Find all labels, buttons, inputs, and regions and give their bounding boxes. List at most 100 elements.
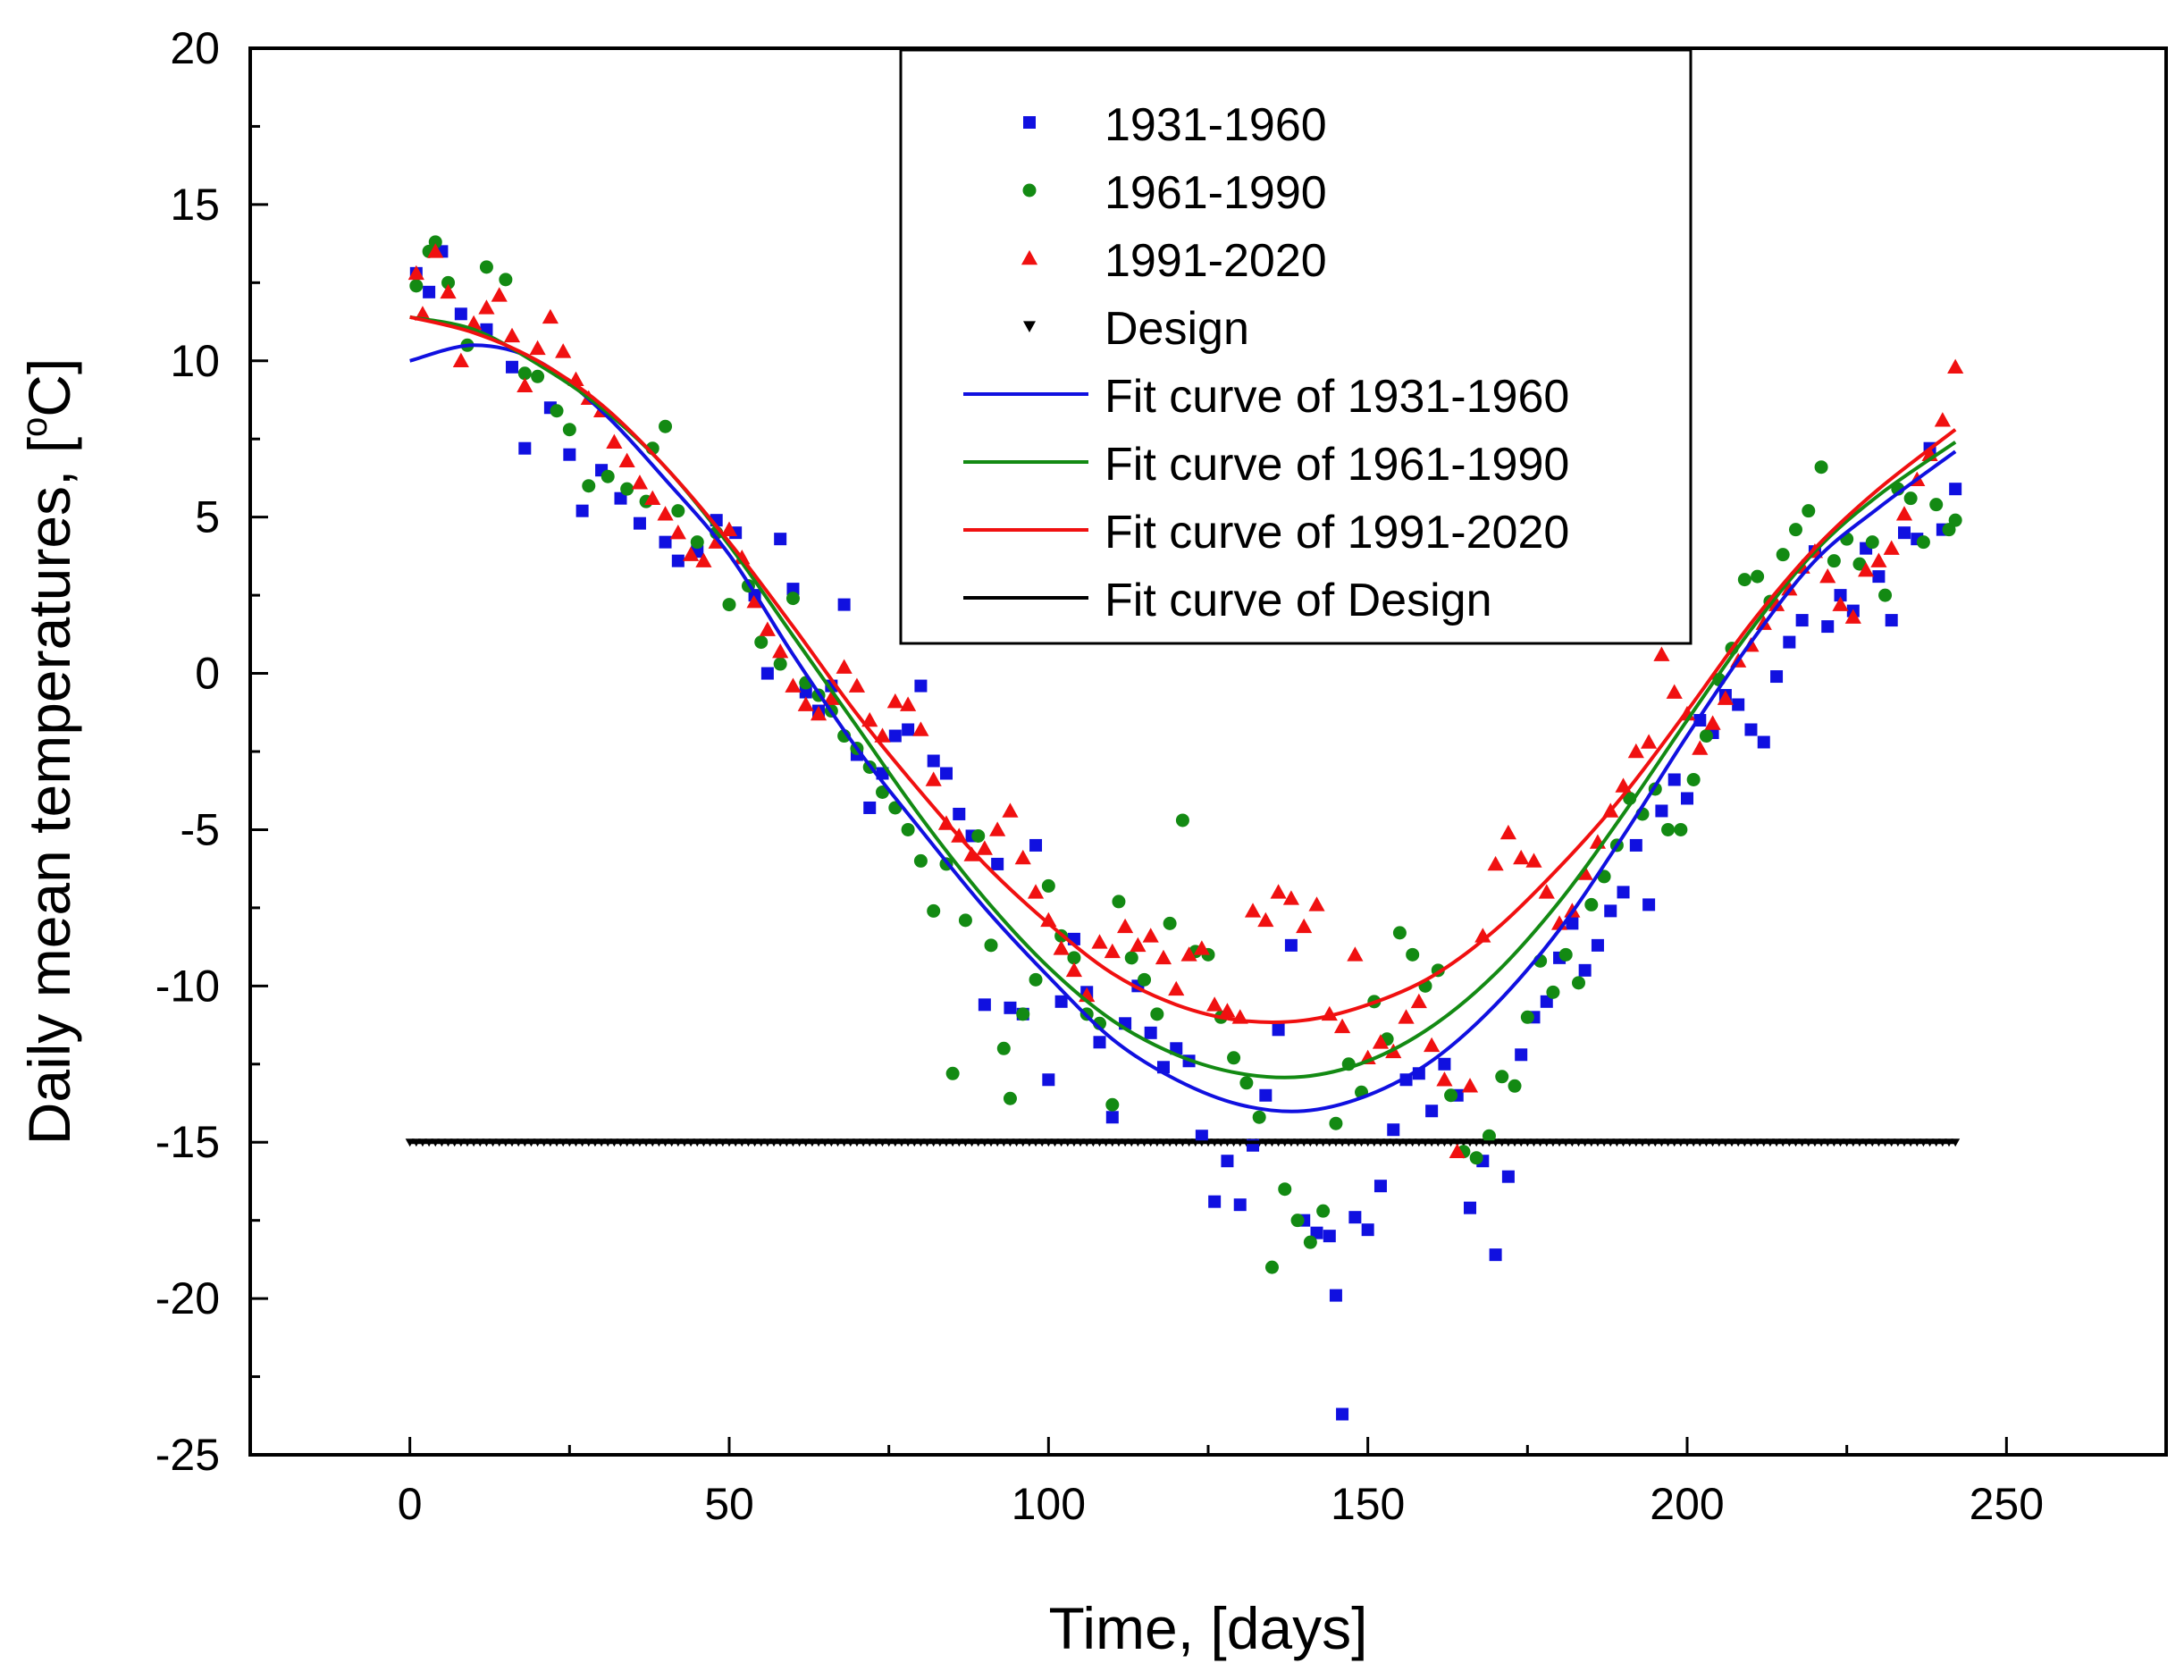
data-point bbox=[914, 679, 928, 693]
data-point bbox=[1329, 1116, 1343, 1130]
data-point bbox=[1469, 1151, 1483, 1165]
legend-item: Fit curve of 1991-2020 bbox=[963, 507, 1569, 559]
axis-tick-labels: 0 50 100 150 200 250 -25 -20 -15 -10 -5 0 5 10 15 20 bbox=[155, 23, 2044, 1529]
legend-item: Design bbox=[1023, 303, 1249, 355]
data-point bbox=[746, 593, 763, 609]
data-point bbox=[631, 475, 649, 490]
y-tick-label: 0 bbox=[195, 649, 220, 699]
data-point bbox=[1834, 589, 1847, 602]
data-point bbox=[690, 535, 704, 550]
data-point bbox=[912, 721, 929, 736]
data-point bbox=[810, 705, 827, 721]
data-point bbox=[1449, 1143, 1466, 1158]
data-point bbox=[722, 598, 736, 612]
fit-curve-line bbox=[409, 315, 1957, 1024]
data-point bbox=[1681, 792, 1693, 805]
data-point bbox=[1219, 1003, 1236, 1018]
data-point bbox=[971, 828, 986, 843]
data-point bbox=[1195, 1130, 1208, 1143]
data-point bbox=[1347, 946, 1364, 962]
data-point bbox=[1942, 523, 1956, 537]
data-point bbox=[1142, 928, 1159, 943]
data-point bbox=[1883, 540, 1900, 555]
data-point bbox=[1193, 940, 1210, 955]
data-point bbox=[1865, 535, 1879, 550]
x-tick-label: 100 bbox=[1012, 1479, 1086, 1529]
data-point bbox=[1067, 951, 1081, 965]
data-point bbox=[963, 846, 980, 861]
data-point bbox=[620, 482, 634, 496]
data-point bbox=[1674, 822, 1688, 836]
data-point bbox=[1885, 614, 1898, 627]
data-point bbox=[1520, 1010, 1534, 1024]
data-point bbox=[1578, 963, 1592, 977]
data-point bbox=[1264, 1260, 1279, 1274]
data-point bbox=[671, 504, 685, 518]
data-point bbox=[1501, 1170, 1515, 1183]
data-point bbox=[785, 592, 800, 606]
data-point bbox=[1538, 884, 1555, 899]
data-point bbox=[1272, 1023, 1285, 1037]
data-point bbox=[1699, 729, 1713, 743]
data-point bbox=[1168, 980, 1185, 996]
data-point bbox=[1336, 1407, 1349, 1421]
data-point bbox=[1333, 1018, 1351, 1034]
data-point bbox=[1040, 911, 1057, 928]
data-point bbox=[1584, 897, 1599, 911]
data-point bbox=[913, 853, 928, 868]
data-point bbox=[563, 448, 576, 461]
data-point bbox=[1947, 358, 1964, 374]
data-point bbox=[720, 521, 738, 536]
data-point bbox=[1014, 849, 1031, 865]
data-point bbox=[1495, 1070, 1509, 1084]
legend-item: 1931-1960 bbox=[1023, 99, 1327, 151]
legend-item: Fit curve of 1931-1960 bbox=[963, 371, 1569, 423]
data-point bbox=[754, 635, 769, 650]
data-point bbox=[1604, 904, 1617, 918]
x-tick-label: 200 bbox=[1650, 1479, 1724, 1529]
data-point bbox=[1499, 824, 1516, 840]
data-point bbox=[454, 307, 467, 321]
data-point bbox=[786, 583, 800, 596]
data-point bbox=[1329, 1289, 1342, 1302]
data-point bbox=[1296, 918, 1313, 934]
data-point bbox=[503, 327, 521, 343]
data-point bbox=[409, 279, 424, 293]
data-point bbox=[644, 490, 661, 505]
data-point bbox=[1487, 855, 1504, 871]
data-point bbox=[1180, 946, 1197, 962]
data-point bbox=[1870, 552, 1887, 567]
data-point bbox=[1424, 1037, 1441, 1053]
data-point bbox=[517, 366, 532, 381]
data-point bbox=[759, 621, 776, 636]
data-point bbox=[1770, 670, 1784, 684]
data-point bbox=[785, 677, 802, 693]
legend-label: Design bbox=[1105, 303, 1249, 355]
data-point bbox=[1233, 1198, 1247, 1212]
data-point bbox=[479, 260, 493, 274]
legend-item: Fit curve of Design bbox=[963, 575, 1492, 626]
data-point bbox=[1410, 993, 1427, 1009]
data-point bbox=[1768, 596, 1785, 611]
data-point bbox=[1323, 1230, 1336, 1243]
legend-item: 1961-1990 bbox=[1022, 167, 1327, 219]
data-point bbox=[1425, 1105, 1439, 1118]
data-point bbox=[797, 696, 814, 711]
legend-symbol bbox=[1022, 183, 1037, 197]
data-point bbox=[555, 343, 572, 358]
data-point bbox=[518, 441, 532, 455]
data-point bbox=[1629, 838, 1642, 852]
data-point bbox=[1897, 526, 1911, 540]
data-point bbox=[976, 840, 993, 855]
data-point bbox=[1489, 1248, 1502, 1262]
data-point bbox=[601, 469, 615, 483]
data-point bbox=[1744, 723, 1758, 736]
data-point bbox=[1704, 715, 1721, 730]
data-point bbox=[1717, 690, 1734, 705]
data-point bbox=[1513, 849, 1530, 865]
data-point bbox=[440, 283, 457, 299]
data-point bbox=[1373, 1180, 1387, 1193]
data-point bbox=[1348, 1211, 1362, 1224]
data-point bbox=[1751, 569, 1765, 584]
